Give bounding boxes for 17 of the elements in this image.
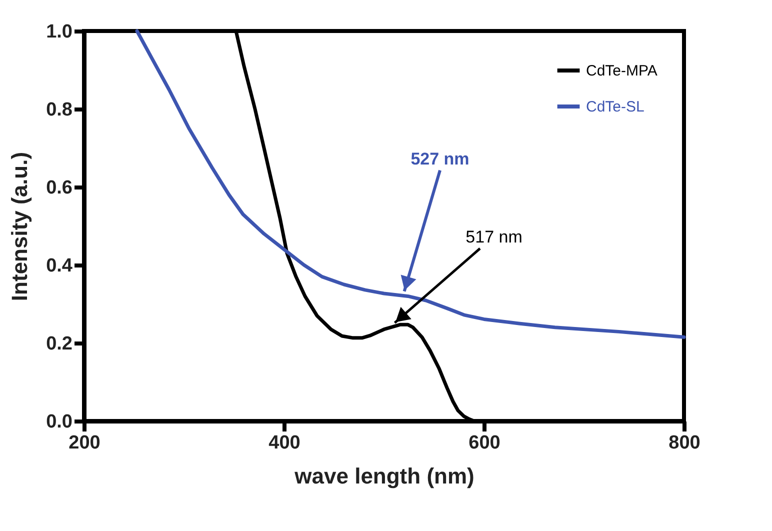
y-tick-label: 0.2 (46, 334, 72, 354)
legend-label: CdTe-MPA (586, 62, 658, 80)
y-tick-label: 0.0 (46, 412, 72, 432)
x-tick-label: 600 (468, 432, 500, 454)
y-tick-label: 0.6 (46, 178, 72, 198)
annotation: 527 nm (410, 149, 470, 168)
x-tick-label: 400 (268, 432, 300, 454)
x-tick-label: 200 (68, 432, 100, 454)
y-tick-label: 0.8 (46, 100, 72, 120)
x-axis-title: wave length (nm) (294, 464, 474, 488)
annotation: 517 nm (466, 228, 522, 246)
x-tick-label: 800 (668, 432, 700, 454)
y-tick-label: 1.0 (46, 22, 72, 42)
y-axis-title: Intensity (a.u.) (7, 152, 32, 302)
legend-label: CdTe-SL (586, 98, 644, 116)
y-tick-label: 0.4 (46, 256, 73, 276)
line-series (135, 29, 686, 339)
